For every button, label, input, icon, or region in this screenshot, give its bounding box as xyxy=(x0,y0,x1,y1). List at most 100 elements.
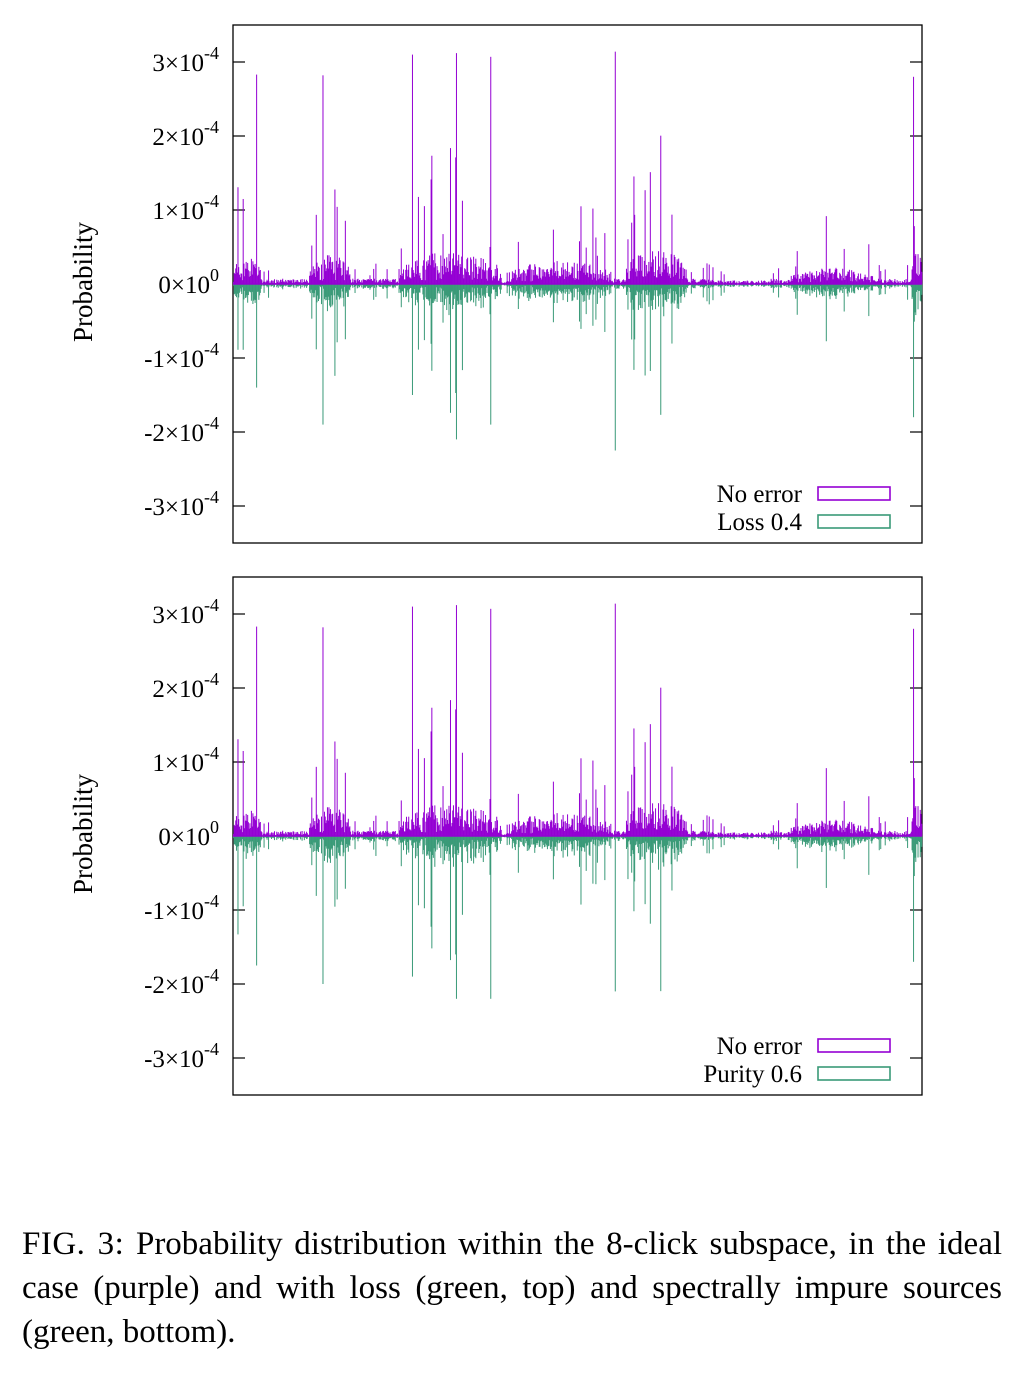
bar-no-error xyxy=(244,820,246,836)
bar-lower-series xyxy=(743,284,745,287)
bar-lower-series xyxy=(242,836,244,907)
bar-lower-series xyxy=(672,284,674,303)
bar-lower-series xyxy=(288,836,290,839)
bar-lower-series xyxy=(788,284,790,288)
bar-lower-series xyxy=(616,284,618,289)
bar-lower-series xyxy=(239,284,241,289)
chart-top: Probability3×10-42×10-41×10-40×100-1×10-… xyxy=(68,24,923,544)
bar-no-error xyxy=(388,833,390,836)
bar-no-error xyxy=(438,272,440,284)
bar-lower-series xyxy=(534,836,536,853)
bar-lower-series xyxy=(572,284,574,301)
bar-lower-series xyxy=(401,284,403,292)
bar-lower-series xyxy=(289,284,291,288)
bar-no-error xyxy=(573,830,575,836)
bar-lower-series xyxy=(775,836,777,839)
bar-lower-series xyxy=(337,284,339,296)
bar-lower-series xyxy=(536,284,538,290)
bar-no-error xyxy=(485,263,487,284)
bar-no-error xyxy=(861,831,863,836)
bar-lower-series xyxy=(640,836,642,845)
bar-lower-series xyxy=(426,284,428,300)
bar-no-error xyxy=(645,276,647,284)
bar-lower-series xyxy=(827,836,829,843)
bar-lower-series xyxy=(705,836,707,840)
bar-no-error xyxy=(345,822,347,836)
bar-lower-series xyxy=(348,284,350,290)
bar-no-error xyxy=(412,822,414,836)
bar-no-error xyxy=(913,76,915,284)
bar-no-error xyxy=(618,831,620,836)
bar-no-error xyxy=(441,831,443,836)
bar-no-error xyxy=(831,824,833,836)
bar-lower-series xyxy=(332,836,334,856)
bar-no-error xyxy=(523,821,525,836)
bar-no-error xyxy=(719,834,721,836)
bar-no-error xyxy=(526,827,528,836)
bar-no-error xyxy=(637,807,639,836)
bar-no-error xyxy=(898,281,900,284)
bar-no-error xyxy=(513,824,515,836)
bar-lower-series xyxy=(468,284,470,292)
bar-lower-series xyxy=(665,284,667,301)
bar-no-error xyxy=(733,833,735,836)
bar-no-error xyxy=(580,758,582,836)
bar-lower-series xyxy=(822,284,824,297)
bar-lower-series xyxy=(518,284,520,299)
bar-no-error xyxy=(727,833,729,836)
bar-lower-series xyxy=(569,284,571,290)
bar-lower-series xyxy=(364,836,366,840)
bar-lower-series xyxy=(860,284,862,288)
bar-lower-series xyxy=(811,284,813,294)
bar-lower-series xyxy=(653,836,655,844)
bar-lower-series xyxy=(543,284,545,296)
bar-lower-series xyxy=(722,284,724,286)
bar-no-error xyxy=(370,830,372,836)
bar-no-error xyxy=(462,274,464,284)
bar-no-error xyxy=(828,820,830,836)
bar-no-error xyxy=(423,758,425,836)
bar-lower-series xyxy=(857,836,859,843)
bar-lower-series xyxy=(520,836,522,843)
bar-no-error xyxy=(552,827,554,836)
bar-lower-series xyxy=(349,836,351,846)
bar-no-error xyxy=(529,816,531,836)
bar-no-error xyxy=(692,278,694,284)
bar-lower-series xyxy=(689,836,691,838)
bar-no-error xyxy=(775,830,777,836)
bar-no-error xyxy=(515,826,517,836)
bar-no-error xyxy=(682,267,684,284)
bar-lower-series xyxy=(717,284,719,287)
bar-lower-series xyxy=(263,836,265,848)
bar-lower-series xyxy=(630,284,632,303)
bar-no-error xyxy=(629,822,631,836)
y-tick-label: -3×10-4 xyxy=(144,1039,219,1073)
bar-no-error xyxy=(488,268,490,284)
bar-no-error xyxy=(718,280,720,284)
bar-no-error xyxy=(779,832,781,836)
bar-lower-series xyxy=(423,284,425,300)
bar-lower-series xyxy=(530,836,532,839)
bar-lower-series xyxy=(423,836,425,850)
bar-no-error xyxy=(864,274,866,284)
bar-no-error xyxy=(444,266,446,284)
bar-lower-series xyxy=(640,284,642,308)
bar-lower-series xyxy=(499,284,501,290)
bar-lower-series xyxy=(517,836,519,840)
bar-no-error xyxy=(447,268,449,284)
bar-no-error xyxy=(276,831,278,836)
bar-no-error xyxy=(491,280,493,284)
bar-no-error xyxy=(244,276,246,284)
bar-lower-series xyxy=(839,836,841,845)
bar-lower-series xyxy=(371,284,373,288)
bar-lower-series xyxy=(549,284,551,298)
bar-no-error xyxy=(318,267,320,284)
bar-no-error xyxy=(540,831,542,836)
bar-lower-series xyxy=(608,836,610,838)
bar-lower-series xyxy=(733,836,735,839)
bar-no-error xyxy=(625,833,627,836)
bar-no-error xyxy=(715,282,717,284)
bar-no-error xyxy=(561,826,563,836)
bar-no-error xyxy=(803,274,805,284)
bar-no-error xyxy=(433,819,435,836)
